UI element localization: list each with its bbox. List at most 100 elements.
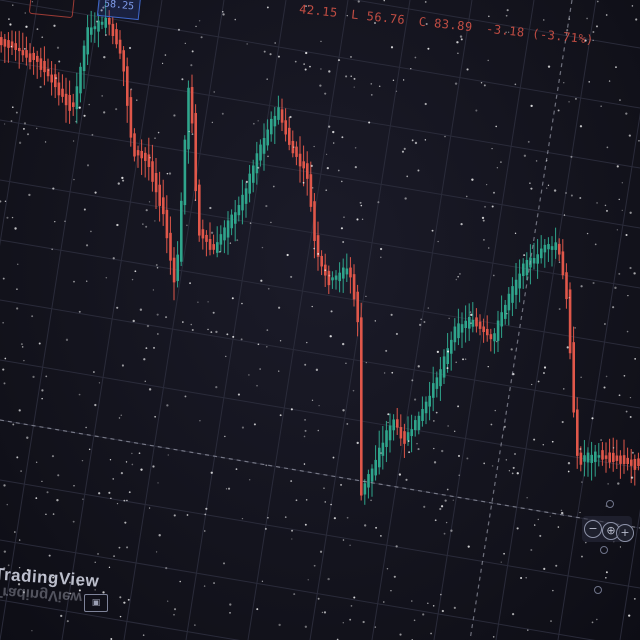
noise-speck [213, 582, 215, 584]
noise-speck [456, 41, 459, 44]
noise-speck [612, 447, 615, 449]
noise-speck [491, 205, 494, 208]
noise-speck [31, 630, 33, 632]
candle-body [162, 197, 165, 215]
noise-speck [16, 307, 19, 310]
noise-speck [197, 301, 199, 303]
noise-speck [0, 200, 2, 203]
candle-body [43, 60, 46, 73]
candle-body [252, 165, 255, 183]
noise-speck [52, 513, 55, 515]
noise-speck [145, 347, 148, 350]
noise-speck [173, 114, 176, 117]
noise-speck [161, 62, 164, 65]
noise-speck [14, 227, 17, 230]
noise-speck [330, 310, 333, 313]
noise-speck [525, 577, 527, 579]
noise-speck [542, 444, 545, 446]
noise-speck [73, 280, 75, 283]
noise-speck [530, 104, 533, 108]
noise-speck [405, 478, 408, 481]
zoom-out-button[interactable]: − [584, 520, 602, 538]
scroll-dot-icon[interactable] [594, 586, 602, 594]
noise-speck [633, 597, 636, 600]
noise-speck [332, 456, 335, 459]
noise-speck [567, 470, 570, 473]
noise-speck [483, 462, 486, 465]
noise-speck [340, 227, 344, 230]
noise-speck [608, 80, 611, 82]
candle-body [568, 289, 572, 354]
noise-speck [259, 368, 261, 370]
noise-speck [359, 201, 362, 204]
noise-speck [102, 6, 105, 9]
noise-speck [181, 78, 184, 81]
candle-body [428, 395, 431, 407]
noise-speck [27, 133, 30, 136]
grid-line [0, 539, 596, 640]
noise-speck [264, 527, 267, 530]
noise-speck [279, 340, 282, 342]
noise-speck [318, 405, 320, 407]
noise-speck [345, 75, 348, 78]
noise-speck [594, 243, 597, 246]
noise-speck [194, 624, 196, 626]
candle-body [262, 137, 266, 154]
scroll-dot-icon[interactable] [606, 500, 614, 508]
noise-speck [633, 272, 636, 275]
noise-speck [508, 31, 510, 33]
candle-body [93, 26, 97, 30]
candle-body [363, 483, 367, 495]
noise-speck [94, 191, 97, 194]
noise-speck [261, 580, 264, 583]
zoom-in-button[interactable]: + [616, 524, 634, 542]
noise-speck [317, 597, 320, 600]
candle-body [248, 173, 251, 194]
noise-speck [278, 370, 280, 372]
noise-speck [543, 567, 546, 570]
noise-speck [194, 199, 197, 201]
noise-speck [408, 451, 411, 454]
noise-speck [39, 85, 42, 89]
noise-speck [263, 50, 266, 53]
candle-body [406, 432, 410, 441]
noise-speck [450, 529, 453, 532]
noise-speck [88, 103, 90, 106]
scroll-dot-icon[interactable] [600, 546, 608, 554]
noise-speck [533, 438, 536, 441]
noise-speck [346, 516, 349, 519]
noise-speck [267, 155, 269, 158]
noise-speck [496, 167, 499, 169]
noise-speck [615, 66, 617, 68]
noise-speck [75, 120, 77, 123]
noise-speck [101, 95, 103, 97]
noise-speck [414, 141, 418, 145]
candle-body [176, 254, 179, 282]
candle-body [79, 66, 82, 94]
noise-speck [480, 82, 483, 84]
noise-speck [566, 346, 569, 349]
noise-speck [295, 499, 298, 502]
camera-icon[interactable]: ▣ [84, 594, 108, 612]
noise-speck [157, 131, 160, 134]
noise-speck [307, 5, 310, 7]
noise-speck [506, 9, 509, 12]
noise-speck [343, 216, 345, 219]
noise-speck [484, 205, 486, 208]
noise-speck [142, 634, 145, 636]
candle-body [295, 146, 298, 157]
noise-speck [379, 247, 383, 251]
noise-speck [290, 275, 293, 279]
noise-speck [612, 306, 615, 309]
noise-speck [304, 68, 307, 71]
grid-line [247, 0, 349, 640]
noise-speck [353, 596, 356, 599]
noise-speck [406, 175, 409, 178]
noise-speck [605, 209, 609, 212]
noise-speck [520, 576, 523, 579]
candle-body [198, 184, 201, 236]
noise-speck [139, 308, 143, 311]
noise-speck [418, 323, 422, 327]
